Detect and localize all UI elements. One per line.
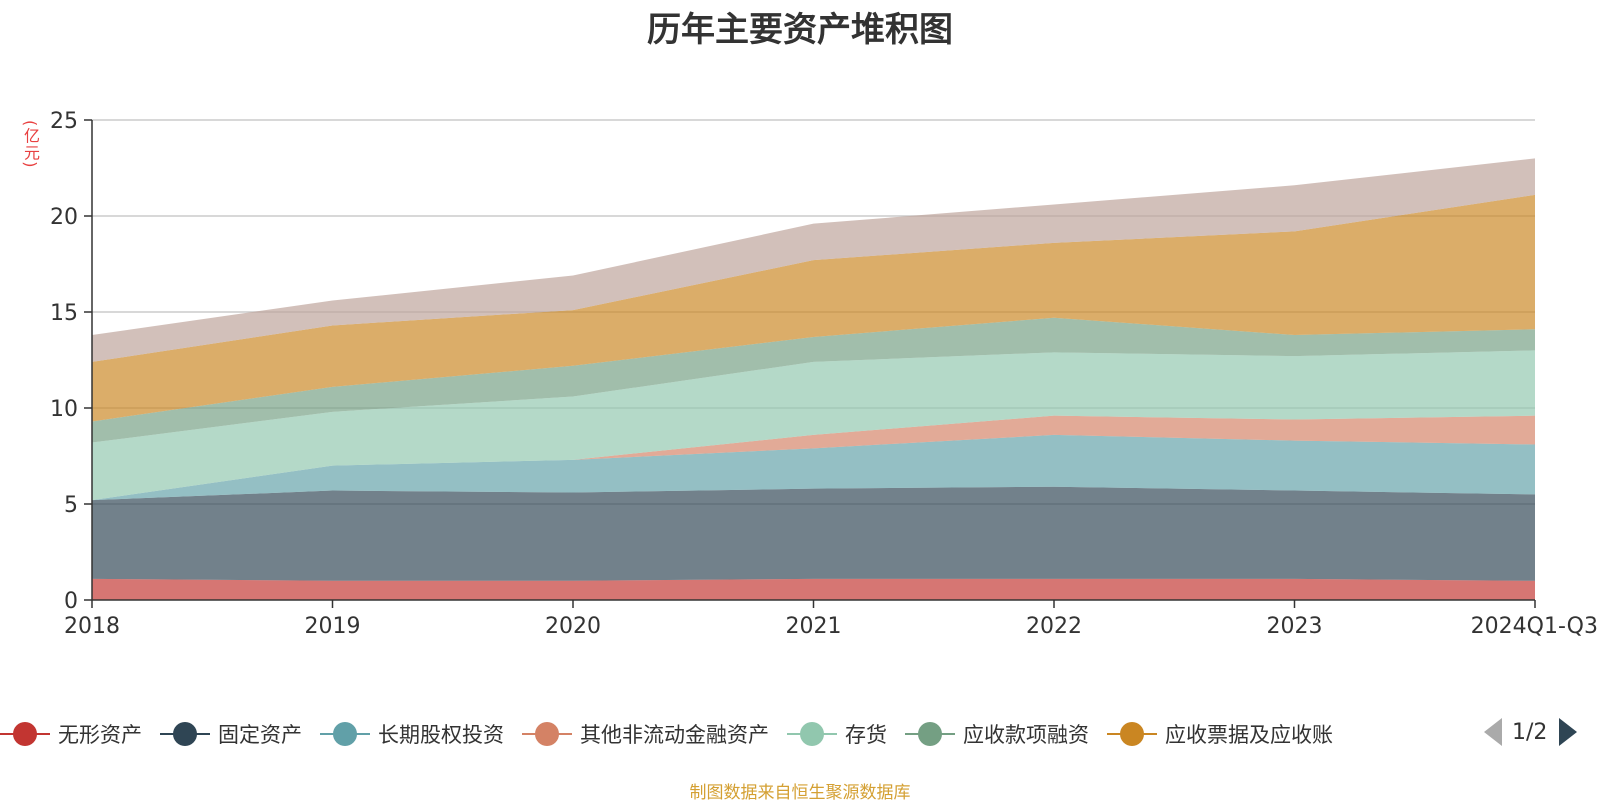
area-series-7	[92, 158, 1535, 362]
legend-marker-icon	[160, 721, 210, 747]
legend-label: 存货	[845, 723, 887, 747]
x-tick-label: 2022	[1026, 614, 1082, 639]
x-tick-label: 2019	[305, 614, 361, 639]
legend-label: 应收票据及应收账	[1165, 723, 1333, 747]
area-series-2	[92, 434, 1535, 501]
y-tick-label: 15	[50, 301, 78, 326]
legend-next-page-icon[interactable]	[1559, 718, 1578, 746]
area-series-4	[92, 350, 1535, 501]
chart-title: 历年主要资产堆积图	[647, 10, 953, 50]
y-tick-label: 0	[64, 589, 78, 614]
legend-item[interactable]: 固定资产	[160, 719, 302, 749]
x-tick-label: 2018	[64, 614, 120, 639]
legend-item[interactable]: 存货	[787, 719, 887, 749]
x-tick-label: 2023	[1267, 614, 1323, 639]
legend-pager: 1/2	[1484, 718, 1578, 746]
x-tick-label: 2024Q1-Q3	[1471, 614, 1598, 639]
chart-legend: 无形资产 固定资产 长期股权投资 其他非流动金融资产 存货 应收款项融资 应收票据及应收账	[0, 716, 1351, 752]
y-tick-label: 5	[64, 493, 78, 518]
area-series-6	[92, 194, 1535, 422]
legend-marker-icon	[905, 721, 955, 747]
legend-page-indicator: 1/2	[1512, 719, 1548, 745]
legend-item[interactable]: 其他非流动金融资产	[522, 719, 769, 749]
y-axis-unit-label: (亿元)	[21, 120, 40, 169]
legend-marker-icon	[1107, 721, 1157, 747]
legend-label: 固定资产	[218, 723, 302, 747]
area-series-0	[92, 578, 1535, 600]
legend-item[interactable]: 无形资产	[0, 719, 142, 749]
x-tick-label: 2021	[786, 614, 842, 639]
legend-marker-icon	[320, 721, 370, 747]
legend-prev-page-icon[interactable]	[1484, 718, 1502, 746]
legend-item[interactable]: 应收款项融资	[905, 719, 1089, 749]
x-tick-label: 2020	[545, 614, 601, 639]
legend-item[interactable]: 应收票据及应收账	[1107, 719, 1333, 749]
legend-label: 应收款项融资	[963, 723, 1089, 747]
y-tick-label: 10	[50, 397, 78, 422]
y-tick-label: 25	[50, 109, 78, 134]
legend-marker-icon	[787, 721, 837, 747]
area-series-1	[92, 486, 1535, 581]
legend-marker-icon	[0, 721, 50, 747]
area-series-5	[92, 317, 1535, 443]
legend-label: 无形资产	[58, 723, 142, 747]
area-series-3	[92, 415, 1535, 501]
y-tick-label: 20	[50, 205, 78, 230]
legend-label: 长期股权投资	[378, 723, 504, 747]
data-source-note: 制图数据来自恒生聚源数据库	[689, 783, 911, 803]
stacked-area-chart: 0 5 10 15 20 25 2018 2019 2020 2021 2022 2023 2024Q1…	[50, 109, 1598, 639]
legend-item[interactable]: 长期股权投资	[320, 719, 504, 749]
legend-label: 其他非流动金融资产	[580, 723, 769, 747]
legend-marker-icon	[522, 721, 572, 747]
